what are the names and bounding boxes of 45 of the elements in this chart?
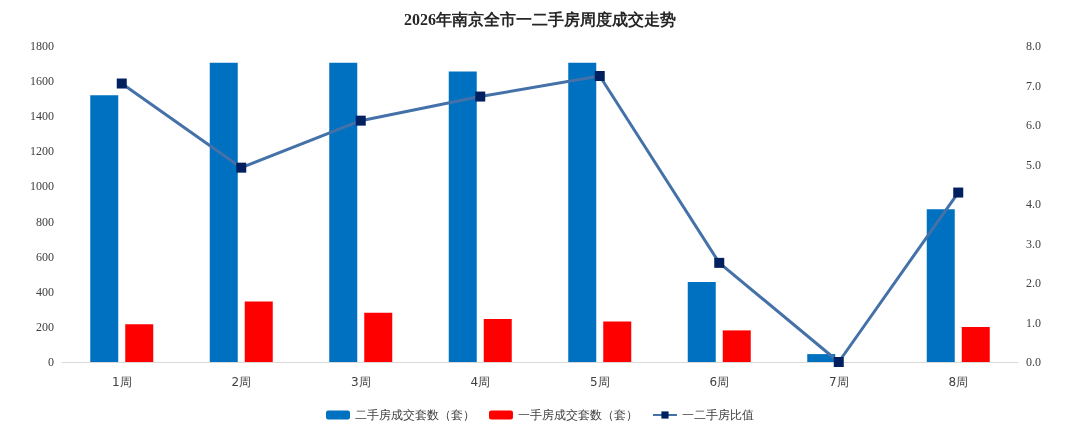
x-tick-label: 3周 [350, 375, 371, 389]
y-tick-label: 400 [36, 284, 54, 299]
y-tick-label: 600 [36, 249, 54, 264]
bar [125, 324, 154, 362]
y2-tick-label: 1.0 [1026, 315, 1041, 330]
bar [687, 282, 716, 362]
bar [483, 318, 512, 362]
bar [603, 321, 632, 362]
bar [209, 62, 238, 362]
x-tick-label: 4周 [470, 375, 491, 389]
bar [90, 95, 119, 362]
y2-tick-label: 6.0 [1026, 118, 1041, 132]
y2-tick-label: 4.0 [1026, 197, 1041, 211]
y-tick-label: 800 [36, 214, 54, 229]
bar [722, 330, 751, 362]
bar [329, 62, 358, 362]
y2-tick-label: 2.0 [1026, 276, 1041, 290]
bar [961, 326, 990, 362]
x-tick-label: 5周 [589, 375, 610, 389]
y2-tick-label: 7.0 [1026, 78, 1041, 93]
legend-label: 一二手房比值 [682, 408, 754, 422]
y-tick-label: 1400 [30, 109, 54, 124]
y-tick-label: 1800 [30, 39, 54, 53]
bar [244, 301, 273, 362]
y-tick-label: 1000 [30, 179, 54, 194]
legend-label: 一手房成交套数（套） [518, 408, 638, 422]
bar [568, 62, 597, 362]
chart-title: 2026年南京全市一二手房周度成交走势 [404, 9, 676, 28]
y2-tick-label: 0.0 [1026, 355, 1041, 369]
y-tick-label: 1200 [30, 144, 54, 159]
y2-tick-label: 5.0 [1026, 157, 1041, 172]
legend-label: 二手房成交套数（套） [355, 408, 475, 422]
bar [364, 312, 393, 362]
y-tick-label: 1600 [30, 74, 54, 89]
y-tick-label: 0 [48, 355, 54, 369]
bar [448, 71, 477, 362]
x-tick-label: 7周 [828, 375, 849, 389]
bar [926, 209, 955, 362]
x-tick-label: 8周 [948, 375, 969, 389]
x-tick-label: 1周 [111, 375, 132, 389]
x-tick-label: 2周 [231, 375, 252, 389]
y2-tick-label: 3.0 [1026, 236, 1041, 251]
y-tick-label: 200 [36, 319, 54, 334]
y2-tick-label: 8.0 [1026, 39, 1041, 53]
x-tick-label: 6周 [709, 375, 730, 389]
